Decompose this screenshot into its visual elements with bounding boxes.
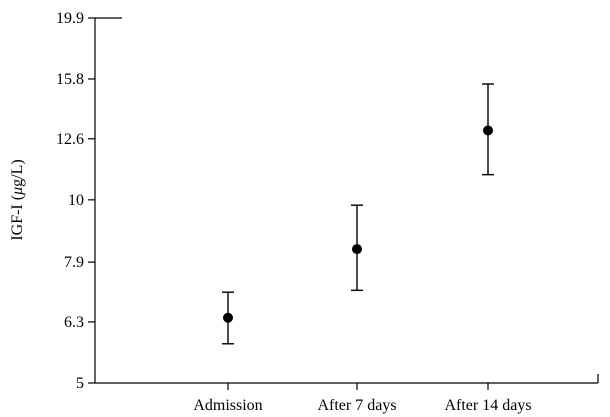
y-axis-label-mu: μ <box>9 187 26 196</box>
y-tick-label: 5 <box>76 375 84 392</box>
data-point <box>483 126 493 136</box>
y-tick-label: 19.9 <box>56 10 84 27</box>
y-ticks: 5 6.3 7.9 10 12.6 15.8 19.9 <box>56 10 95 392</box>
y-tick-label: 15.8 <box>56 71 84 88</box>
y-tick-label: 10 <box>68 192 84 209</box>
y-tick-label: 7.9 <box>64 254 84 271</box>
data-point <box>223 313 233 323</box>
data-point <box>352 244 362 254</box>
x-tick-label: Admission <box>193 397 262 414</box>
data-series <box>222 84 494 344</box>
x-tick-label: After 14 days <box>444 397 531 414</box>
x-tick-label: After 7 days <box>317 397 396 414</box>
y-axis-label-suffix: g/L) <box>9 159 26 187</box>
y-tick-label: 12.6 <box>56 131 84 148</box>
y-tick-label: 6.3 <box>64 314 84 331</box>
y-axis-label: IGF-I (μg/L) <box>9 159 26 240</box>
axes <box>95 18 598 383</box>
x-ticks: Admission After 7 days After 14 days <box>193 383 531 414</box>
y-axis-label-prefix: IGF-I ( <box>9 195 26 241</box>
